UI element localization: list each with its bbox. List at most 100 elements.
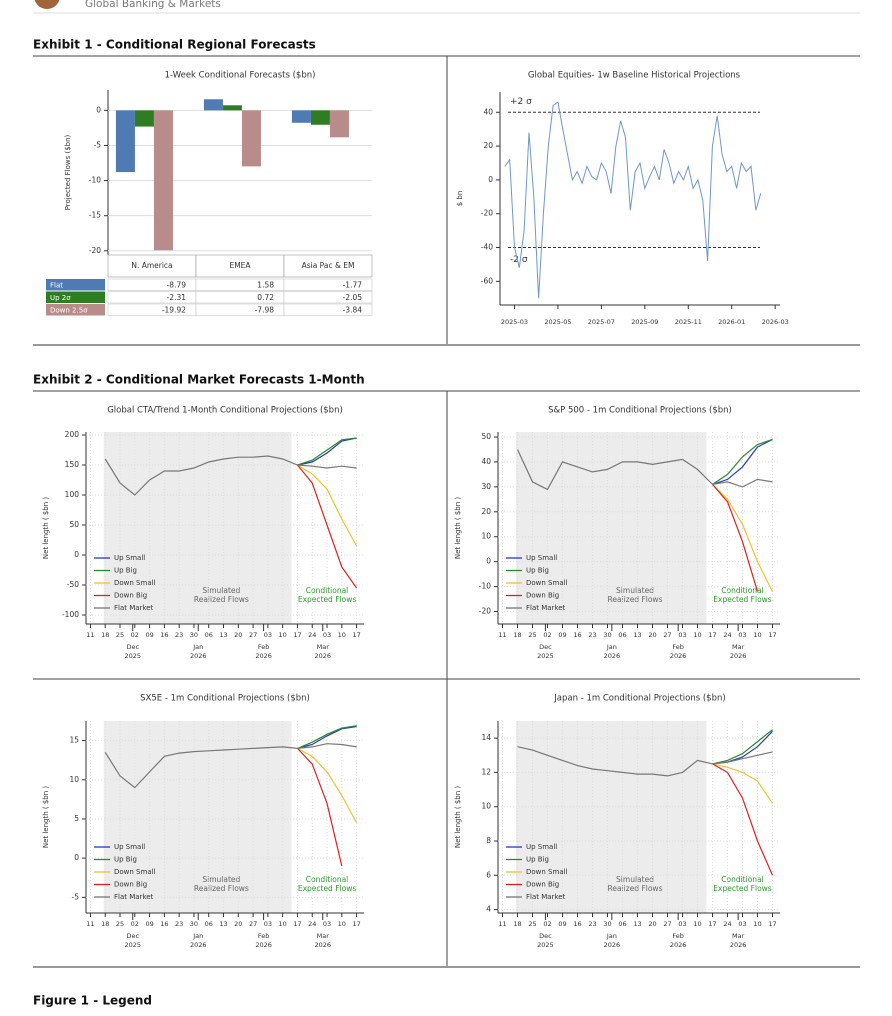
month-label: Mar [732,643,745,651]
x-tick-label: 20 [648,920,656,928]
legend-label: Down Big [526,881,559,889]
x-tick-label: 23 [175,920,183,928]
y-tick-label: -5 [94,140,102,149]
x-tick-label: 17 [293,631,301,639]
x-tick-label: 20 [648,631,656,639]
legend-cell [46,304,105,316]
series-line [297,464,358,589]
annotation: Simulated [202,875,240,884]
month-label: 2026 [314,941,331,949]
annotation: Expected Flows [298,884,356,893]
x-tick-label: 13 [219,631,227,639]
month-label: 2026 [314,652,331,660]
x-tick-label: 16 [573,631,581,639]
x-tick-label: 17 [708,631,716,639]
series-line [712,729,773,765]
series-line [712,438,773,485]
month-label: 2026 [604,652,621,660]
x-tick-label: 02 [131,631,139,639]
annotation: Realized Flows [194,595,249,604]
y-tick-label: 50 [481,432,491,441]
y-tick-label: 15 [69,736,79,745]
x-tick-label: 03 [678,920,686,928]
annotation: Expected Flows [298,595,356,604]
x-tick-label: 09 [558,631,566,639]
x-tick-label: 10 [693,920,701,928]
y-tick-label: 30 [481,482,491,491]
y-tick-label: 20 [483,141,493,150]
legend-label: Flat Market [526,893,566,901]
month-label: 2025 [124,652,141,660]
series-line [297,747,343,867]
y-tick-label: 100 [65,490,80,499]
series-line [104,455,357,496]
month-label: Jan [192,932,203,940]
threshold-label: +2 σ [510,97,532,107]
y-axis-label: Net length ( $bn ) [454,786,462,849]
y-tick-label: 10 [69,775,79,784]
month-label: Mar [317,932,330,940]
y-tick-label: 0 [74,853,79,862]
legend-label: Flat Market [526,604,566,612]
annotation: Conditional [306,875,348,884]
x-tick-label: 02 [543,631,551,639]
x-tick-label: 06 [618,920,626,928]
month-label: Dec [539,932,552,940]
legend-label: Up 2σ [50,294,71,302]
y-tick-label: -15 [89,211,101,220]
x-tick-label: 2026-01 [718,318,745,326]
month-label: 2026 [730,652,747,660]
x-tick-label: 11 [86,920,94,928]
y-tick-label: -10 [479,582,491,591]
series-line [297,725,357,749]
x-tick-label: 09 [145,920,153,928]
x-tick-label: 24 [308,631,316,639]
y-tick-label: 12 [481,767,491,776]
x-tick-label: 30 [603,920,611,928]
chart-title: 1-Week Conditional Forecasts ($bn) [165,71,316,81]
x-tick-label: 2025-11 [675,318,702,326]
table-header: Asia Pac & EM [302,261,355,270]
y-axis-label: Net length ( $bn ) [42,786,50,849]
legend-label: Up Big [114,856,137,864]
y-tick-label: -100 [62,610,79,619]
x-tick-label: 11 [498,631,506,639]
y-axis-label: $ bn [456,191,464,207]
table-value: -3.84 [343,305,363,314]
table-value: -2.31 [167,293,187,302]
series-line [504,101,762,299]
legend-label: Up Small [114,554,145,562]
series-line [517,746,773,777]
month-label: 2026 [670,941,687,949]
x-tick-label: 27 [663,920,671,928]
chart-title: S&P 500 - 1m Conditional Projections ($b… [548,406,732,416]
legend-label: Down Big [114,592,147,600]
legend-label: Down Small [114,868,156,876]
table-value: 0.72 [257,293,274,302]
threshold-label: -2 σ [510,255,528,265]
x-tick-label: 13 [633,920,641,928]
legend-label: Up Big [114,567,137,575]
x-tick-label: 18 [101,920,109,928]
x-tick-label: 17 [352,631,360,639]
y-axis-label: Projected Flows ($bn) [64,134,72,210]
table-value: -7.98 [255,305,275,314]
chart-title: Global CTA/Trend 1-Month Conditional Pro… [107,406,343,416]
month-label: 2026 [604,941,621,949]
x-tick-label: 2026-03 [762,318,789,326]
section-title: Exhibit 2 - Conditional Market Forecasts… [33,373,365,387]
month-label: Feb [258,932,270,940]
month-label: 2026 [255,652,272,660]
x-tick-label: 2025-05 [544,318,571,326]
x-tick-label: 06 [618,631,626,639]
series-line [297,464,358,547]
y-tick-label: 8 [486,836,491,845]
table-header-cell [283,254,373,278]
series-line [712,438,773,485]
x-tick-label: 10 [693,631,701,639]
bar [203,99,223,111]
x-tick-label: 10 [338,631,346,639]
series-line [104,743,357,789]
section-title: Exhibit 1 - Conditional Regional Forecas… [33,38,316,52]
